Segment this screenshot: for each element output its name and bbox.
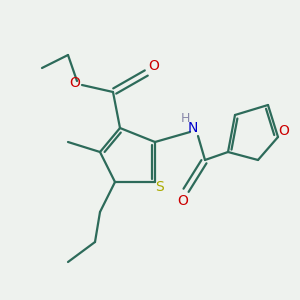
Text: O: O bbox=[178, 194, 188, 208]
Text: O: O bbox=[279, 124, 289, 138]
Text: O: O bbox=[70, 76, 80, 90]
Text: H: H bbox=[180, 112, 190, 124]
Text: O: O bbox=[148, 59, 159, 73]
Text: N: N bbox=[188, 121, 198, 135]
Text: S: S bbox=[154, 180, 164, 194]
